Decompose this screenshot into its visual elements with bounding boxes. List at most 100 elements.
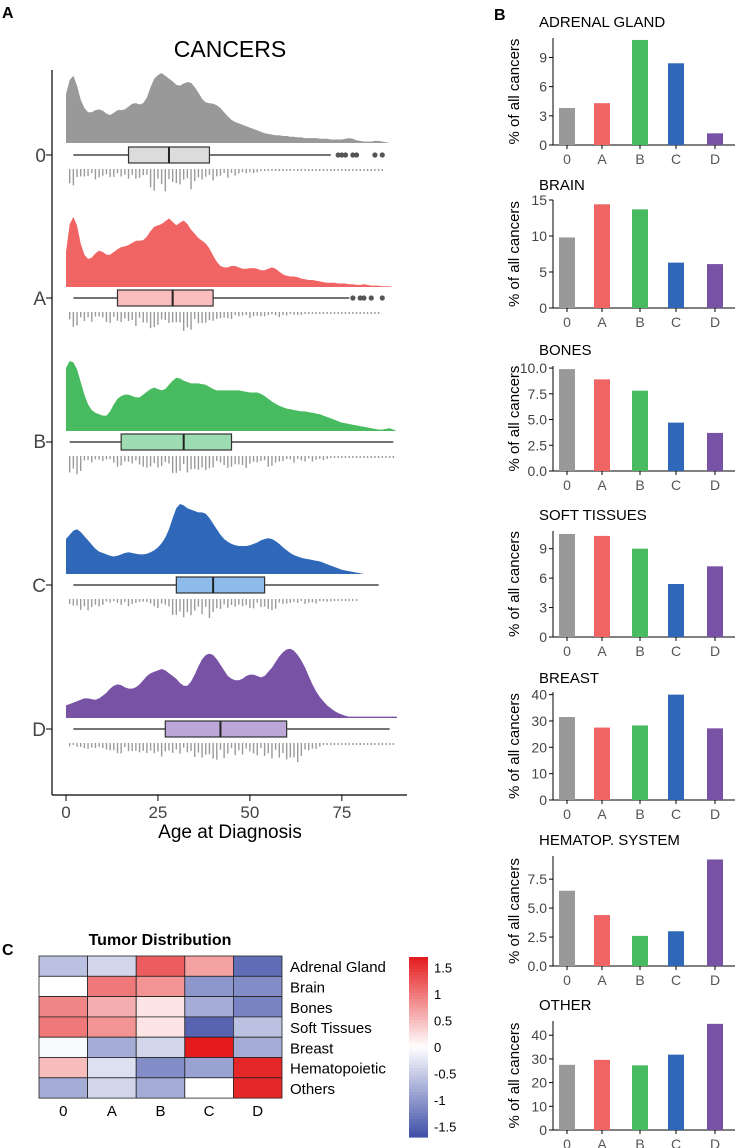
legend-swatch <box>409 1077 428 1081</box>
bar-B <box>632 548 648 637</box>
bar-B <box>632 39 648 146</box>
bar-y-tick-label: 30 <box>531 1051 547 1067</box>
legend-swatch <box>409 1026 428 1030</box>
raincloud-group-D: D <box>32 648 397 762</box>
density-cloud-D <box>66 648 397 718</box>
bar-A <box>594 915 610 966</box>
bar-panel-title: HEMATOP. SYSTEM <box>539 832 680 849</box>
bar-panel-2: BRAIN 0 5 10 15 0 A B C D % of all cancers <box>506 177 735 330</box>
bar-y-tick-label: 7.5 <box>528 386 548 402</box>
legend-tick-label: 0 <box>434 1040 441 1055</box>
bar-C <box>668 422 684 471</box>
bar-A <box>594 379 610 471</box>
bar-x-tick-label: A <box>597 477 607 493</box>
bar-y-label: % of all cancers <box>506 201 523 307</box>
bar-y-tick-label: 0 <box>539 629 547 645</box>
bar-x-tick-label: A <box>597 643 607 659</box>
legend-swatch <box>409 966 428 970</box>
rain-ticks-B <box>68 456 395 475</box>
legend-swatch <box>409 1125 428 1129</box>
heatmap-cell <box>87 996 137 1018</box>
bar-x-tick-label: D <box>710 1136 720 1148</box>
bar-y-label: % of all cancers <box>506 39 523 145</box>
legend-swatch <box>409 1014 428 1018</box>
bar-C <box>668 1054 684 1130</box>
bar-x-tick-label: A <box>597 151 607 167</box>
raincloud-group-A: A <box>33 217 397 331</box>
raincloud-x-tick-label: 75 <box>332 803 351 822</box>
bar-x-tick-label: A <box>597 972 607 988</box>
raincloud-group-label: D <box>32 720 46 741</box>
heatmap-cell <box>135 1057 186 1079</box>
heatmap-column-label: C <box>204 1103 215 1120</box>
bar-x-tick-label: A <box>597 314 607 330</box>
density-cloud-0 <box>66 73 397 143</box>
bar-x-tick-label: A <box>597 806 607 822</box>
bar-x-tick-label: D <box>710 314 720 330</box>
outlier-point <box>350 152 356 158</box>
panel-letter-a: A <box>2 5 14 22</box>
bar-x-tick-label: B <box>635 972 644 988</box>
density-cloud-A <box>66 217 397 287</box>
rain-ticks-C <box>68 599 358 619</box>
bar-panel-5: BREAST 0 10 20 30 40 0 A B C D % of all cancers <box>506 670 735 822</box>
bar-A <box>594 204 610 308</box>
bar-y-tick-label: 40 <box>531 1027 547 1043</box>
bar-D <box>707 859 723 966</box>
bar-C <box>668 63 684 145</box>
bar-y-tick-label: 10 <box>531 1098 547 1114</box>
bar-panel-title: BRAIN <box>539 177 585 194</box>
heatmap-column-label: D <box>252 1103 263 1120</box>
bar-0 <box>559 1064 575 1130</box>
bar-D <box>707 133 723 145</box>
heatmap-cell <box>38 1077 88 1099</box>
legend-swatch <box>409 1032 428 1036</box>
legend-swatch <box>409 1098 428 1102</box>
bar-y-tick-label: 10 <box>531 766 547 782</box>
bar-C <box>668 584 684 637</box>
bar-0 <box>559 237 575 308</box>
outlier-point <box>342 152 349 158</box>
bar-x-tick-label: 0 <box>563 806 571 822</box>
legend-swatch <box>409 1050 428 1054</box>
bar-x-tick-label: C <box>671 477 681 493</box>
legend-swatch <box>409 1122 428 1126</box>
bar-panel-1: ADRENAL GLAND 0 3 6 9 0 A B C D % of all cancers <box>506 14 735 167</box>
bar-y-tick-label: 30 <box>531 713 547 729</box>
bar-y-label: % of all cancers <box>506 858 523 964</box>
raincloud-title: CANCERS <box>174 36 286 62</box>
raincloud-group-label: A <box>33 289 46 310</box>
raincloud-group-label: C <box>32 576 46 597</box>
bar-x-tick-label: B <box>635 477 644 493</box>
heatmap-cell <box>232 996 283 1018</box>
heatmap-cell <box>87 1016 137 1038</box>
legend-swatch <box>409 1107 428 1111</box>
heatmap-row-label: Brain <box>290 979 325 996</box>
bar-x-tick-label: 0 <box>563 1136 571 1148</box>
bar-y-tick-label: 5.0 <box>528 900 548 916</box>
density-cloud-B <box>66 361 397 431</box>
heatmap-cell <box>232 1016 283 1038</box>
bar-y-tick-label: 0.0 <box>528 958 548 974</box>
legend-swatch <box>409 1002 428 1006</box>
bar-y-tick-label: 3 <box>539 108 547 124</box>
bar-B <box>632 390 648 471</box>
legend-swatch <box>409 996 428 1000</box>
legend-swatch <box>409 1056 428 1060</box>
bar-x-tick-label: C <box>671 314 681 330</box>
outlier-point <box>357 295 363 301</box>
legend-swatch <box>409 1116 428 1120</box>
legend-tick-label: -1.5 <box>434 1119 456 1134</box>
legend-swatch <box>409 1062 428 1066</box>
raincloud-chart: CANCERS 0 A B C D 0 25 50 75 Age at Diagnosis <box>32 36 407 843</box>
bar-y-label: % of all cancers <box>506 531 523 637</box>
legend-swatch <box>409 1029 428 1033</box>
heatmap-column-label: B <box>155 1103 165 1120</box>
box-C <box>175 576 266 594</box>
bar-A <box>594 535 610 637</box>
legend-swatch <box>409 1113 428 1117</box>
legend-swatch <box>409 1023 428 1027</box>
bar-y-tick-label: 0 <box>539 1122 547 1138</box>
bar-panel-title: ADRENAL GLAND <box>539 14 665 31</box>
